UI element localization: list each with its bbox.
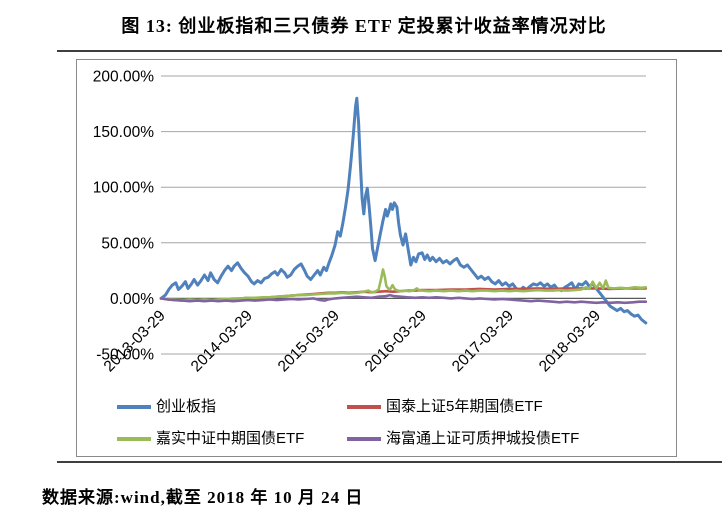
x-axis-tick-label: 2015-03-29 xyxy=(275,307,343,375)
legend-label: 海富通上证可质押城投债ETF xyxy=(386,430,580,447)
x-axis-tick-label: 2013-03-29 xyxy=(101,307,169,375)
top-divider xyxy=(57,50,722,52)
legend-label: 嘉实中证中期国债ETF xyxy=(156,430,305,447)
legend-item-haifutong: 海富通上证可质押城投债ETF xyxy=(347,430,579,448)
legend-label: 国泰上证5年期国债ETF xyxy=(386,398,543,415)
x-axis-tick-label: 2018-03-29 xyxy=(536,307,604,375)
legend-swatch-haifutong xyxy=(347,437,381,441)
y-axis-tick-label: 150.00% xyxy=(93,124,154,141)
y-axis-tick-label: 100.00% xyxy=(93,180,154,197)
legend-item-jiashi: 嘉实中证中期国债ETF xyxy=(117,430,304,448)
legend-item-guotai: 国泰上证5年期国债ETF xyxy=(347,398,543,416)
y-axis-tick-label: 50.00% xyxy=(101,235,154,252)
bottom-divider xyxy=(57,461,722,463)
source-note: 数据来源:wind,截至 2018 年 10 月 24 日 xyxy=(42,488,364,507)
y-axis-tick-label: -50.00% xyxy=(96,347,154,364)
x-axis-tick-label: 2017-03-29 xyxy=(449,307,517,375)
legend-label: 创业板指 xyxy=(156,398,217,415)
x-axis-tick-label: 2016-03-29 xyxy=(362,307,430,375)
series-line-0 xyxy=(159,96,648,325)
plot-area: 200.00%150.00%100.00%50.00%0.00%-50.00%2… xyxy=(93,69,648,375)
legend-swatch-guotai xyxy=(347,405,381,409)
legend-item-chinext: 创业板指 xyxy=(117,398,216,416)
figure-title: 图 13: 创业板指和三只债券 ETF 定投累计收益率情况对比 xyxy=(121,16,607,36)
series-line-3 xyxy=(159,293,648,305)
series-line-2 xyxy=(159,268,648,302)
legend-swatch-chinext xyxy=(117,405,151,409)
legend-swatch-jiashi xyxy=(117,437,151,441)
chart-frame: 200.00% 150.00% 100.00% 50.00% 0.00% -50.00% 2… xyxy=(76,59,677,457)
y-axis-tick-label: 0.00% xyxy=(110,291,154,308)
y-axis-tick-label: 200.00% xyxy=(93,69,154,86)
x-axis-tick-label: 2014-03-29 xyxy=(188,307,256,375)
